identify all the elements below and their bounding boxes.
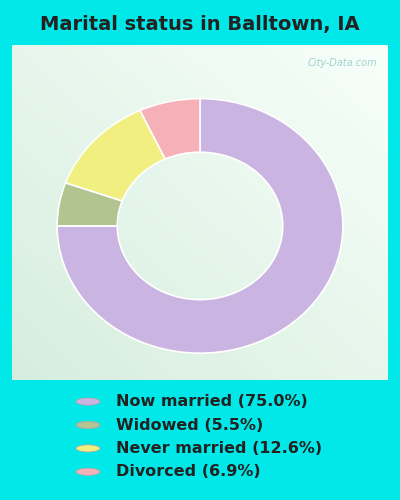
Wedge shape: [57, 98, 343, 353]
Text: City-Data.com: City-Data.com: [307, 58, 377, 68]
Circle shape: [76, 422, 100, 428]
Wedge shape: [57, 183, 122, 226]
Text: Marital status in Balltown, IA: Marital status in Balltown, IA: [40, 15, 360, 34]
Text: Divorced (6.9%): Divorced (6.9%): [116, 464, 261, 479]
Text: Widowed (5.5%): Widowed (5.5%): [116, 418, 263, 432]
Text: Now married (75.0%): Now married (75.0%): [116, 394, 308, 409]
Wedge shape: [66, 110, 165, 201]
Text: Never married (12.6%): Never married (12.6%): [116, 441, 322, 456]
Circle shape: [76, 445, 100, 452]
Circle shape: [76, 468, 100, 475]
Circle shape: [76, 398, 100, 405]
Wedge shape: [140, 98, 200, 159]
